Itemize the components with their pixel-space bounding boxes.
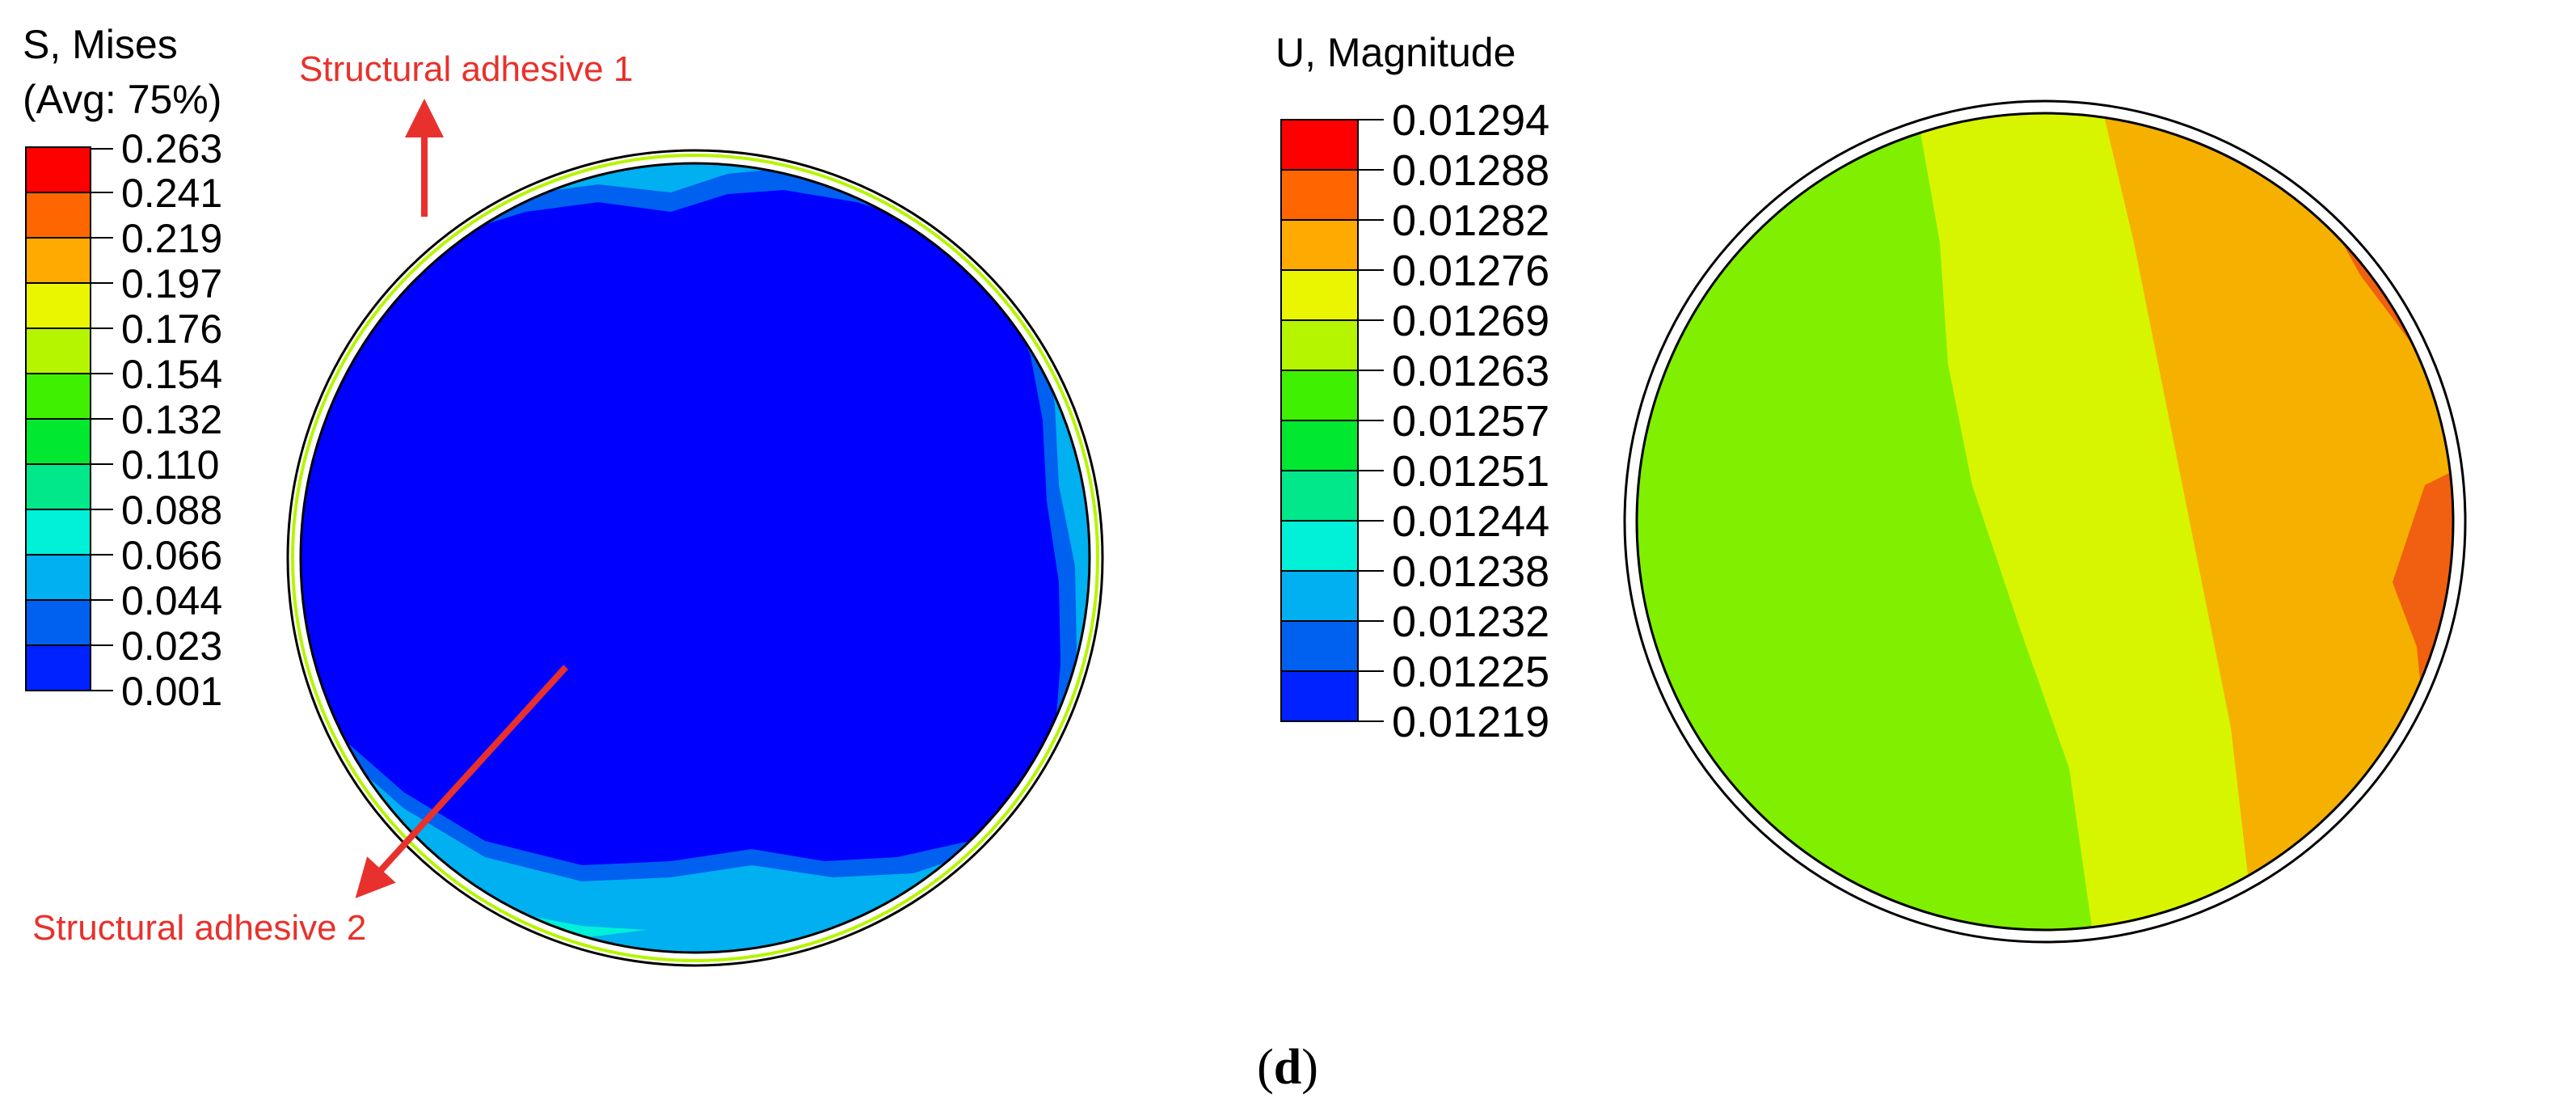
disp-band-11	[1280, 620, 1359, 672]
annotation-structural-adhesive-1: Structural adhesive 1	[299, 49, 633, 89]
figure-caption: (d)	[1257, 1040, 1318, 1095]
disp-level-label: 0.01276	[1392, 247, 1549, 295]
stress-level-label: 0.110	[121, 442, 219, 488]
stress-band-7	[25, 418, 91, 465]
disp-level-label: 0.01282	[1392, 196, 1549, 245]
stress-band-12	[25, 644, 91, 691]
disp-level-label: 0.01232	[1392, 598, 1549, 646]
caption-letter: d	[1274, 1040, 1301, 1095]
displacement-legend-ticks	[1358, 119, 1384, 722]
displacement-legend-bar	[1280, 119, 1359, 722]
disp-band-9	[1280, 520, 1359, 572]
disp-band-10	[1280, 570, 1359, 622]
stress-level-label: 0.263	[121, 126, 222, 171]
stress-level-label: 0.219	[121, 216, 222, 261]
stress-level-label: 0.088	[121, 488, 222, 533]
disp-disk-inner-edge	[1635, 112, 2455, 932]
stress-legend-labels: 0.263 0.241 0.219 0.197 0.176 0.154 0.13…	[121, 126, 222, 714]
disp-level-label: 0.01263	[1392, 347, 1549, 395]
disp-level-label: 0.01244	[1392, 497, 1549, 546]
stress-legend-title: S, Mises	[23, 22, 178, 67]
stress-level-label: 0.044	[121, 578, 222, 623]
displacement-legend-labels: 0.01294 0.01288 0.01282 0.01276 0.01269 …	[1392, 96, 1549, 746]
disp-band-2	[1280, 169, 1359, 221]
stress-legend-ticks	[91, 148, 113, 691]
disp-level-label: 0.01225	[1392, 648, 1549, 696]
annotation-arrow-2	[355, 665, 568, 898]
disp-band-7	[1280, 420, 1359, 471]
stress-band-10	[25, 554, 91, 601]
disp-band-1	[1280, 119, 1359, 171]
stress-band-9	[25, 509, 91, 556]
stress-disk-outer-ring	[286, 149, 1104, 967]
disp-level-label: 0.01269	[1392, 297, 1549, 345]
stress-band-1	[25, 146, 91, 193]
stress-level-label: 0.001	[121, 669, 222, 714]
disp-band-8	[1280, 470, 1359, 522]
disp-level-label: 0.01257	[1392, 397, 1549, 446]
stress-band-2	[25, 192, 91, 239]
stress-level-label: 0.066	[121, 533, 222, 578]
disp-level-label: 0.01238	[1392, 547, 1549, 596]
displacement-legend-title: U, Magnitude	[1275, 30, 1516, 75]
stress-legend-bar	[25, 146, 91, 691]
stress-band-5	[25, 327, 91, 374]
caption-close-paren: )	[1301, 1040, 1318, 1095]
displacement-contour-disk	[1623, 99, 2467, 944]
stress-level-label: 0.197	[121, 261, 222, 306]
stress-band-3	[25, 237, 91, 284]
disp-level-label: 0.01251	[1392, 447, 1549, 496]
stress-band-0001	[301, 190, 1060, 865]
stress-band-6	[25, 373, 91, 420]
disp-band-12	[1280, 670, 1359, 722]
stress-level-label: 0.176	[121, 306, 222, 352]
disp-band-01276	[2102, 113, 2453, 930]
stress-band-11	[25, 599, 91, 646]
stress-level-label: 0.132	[121, 397, 222, 442]
disp-level-label: 0.01294	[1392, 96, 1549, 145]
displacement-panel: U, Magnitude	[1275, 30, 2467, 944]
stress-contour-disk	[286, 149, 1104, 967]
stress-band-4	[25, 282, 91, 329]
stress-level-label: 0.241	[121, 171, 222, 216]
disp-band-3	[1280, 219, 1359, 271]
stress-level-label: 0.154	[121, 352, 222, 397]
stress-disk-inner-edge	[299, 162, 1091, 954]
disp-band-6	[1280, 370, 1359, 421]
stress-panel: S, Mises (Avg: 75%)	[23, 22, 1104, 967]
caption-open-paren: (	[1257, 1040, 1274, 1095]
disp-level-label: 0.01219	[1392, 698, 1549, 746]
disp-level-label: 0.01288	[1392, 146, 1549, 195]
stress-level-label: 0.023	[121, 623, 222, 669]
disp-band-4	[1280, 269, 1359, 321]
stress-hotspot-top	[404, 174, 501, 226]
disp-disk-outer-ring	[1623, 99, 2467, 944]
stress-band-8	[25, 463, 91, 510]
stress-legend-subtitle: (Avg: 75%)	[23, 77, 221, 122]
disp-band-5	[1280, 319, 1359, 371]
annotation-structural-adhesive-2: Structural adhesive 2	[32, 908, 366, 948]
stress-disk-adhesive-ring	[291, 154, 1099, 962]
